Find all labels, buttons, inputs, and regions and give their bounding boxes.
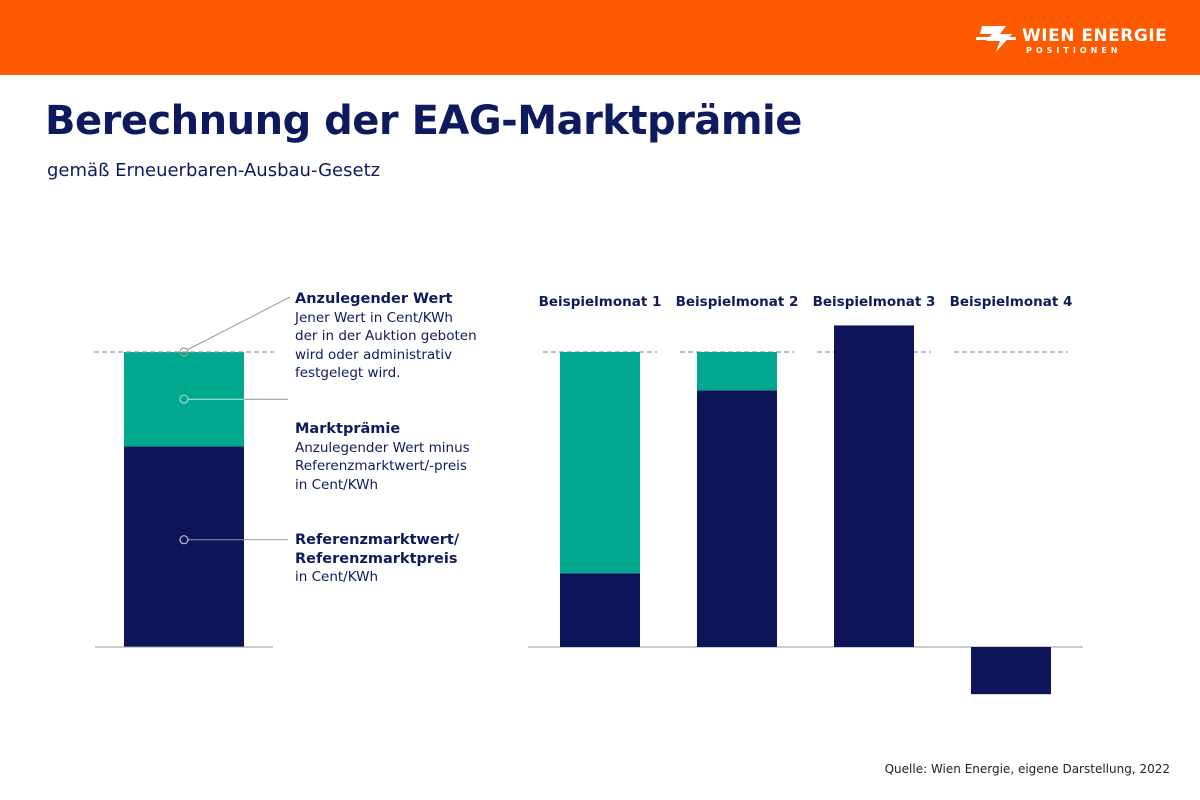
explain-referenz-bar: [124, 446, 244, 647]
annotation-line: Jener Wert in Cent/KWh: [295, 309, 453, 326]
annotation-line: wird oder administrativ: [295, 346, 453, 363]
annotation-line: festgelegt wird.: [295, 365, 401, 381]
annotation-line: in Cent/KWh: [295, 476, 379, 493]
logo-name: WIEN ENERGIE: [1022, 26, 1168, 46]
wien-energie-logo: WIEN ENERGIE POSITIONEN: [976, 24, 1167, 58]
annotation-heading: Marktprämie: [295, 421, 401, 437]
annotation-heading: Anzulegender Wert: [295, 291, 453, 307]
annotation-line: in Cent/KWh: [295, 569, 379, 585]
referenz-marker-icon: [179, 535, 189, 545]
example-category-label: Beispielmonat 4: [950, 294, 1073, 310]
annotation-anzulegender-wert: Anzulegender Wert Jener Wert in Cent/KWh…: [295, 290, 495, 383]
annotation-heading: Referenzmarktwert/: [295, 532, 460, 548]
example-2-marktpraemie-bar: [697, 352, 777, 391]
anzulegender-leader-line: [186, 296, 291, 351]
example-category-label: Beispielmonat 3: [813, 294, 936, 310]
example-1-marktpraemie-bar: [560, 352, 640, 574]
logo-mark-icon: [976, 26, 1016, 52]
logo-subtitle: POSITIONEN: [1026, 46, 1122, 55]
annotation-line: Referenzmarktwert/-preis: [295, 458, 467, 474]
example-category-label: Beispielmonat 1: [539, 294, 662, 310]
example-4-referenz-bar: [971, 647, 1051, 695]
example-category-label: Beispielmonat 2: [676, 294, 799, 310]
source-note: Quelle: Wien Energie, eigene Darstellung…: [884, 762, 1170, 776]
anzulegender-marker-icon: [179, 347, 189, 357]
example-1-referenz-bar: [560, 573, 640, 647]
page-subtitle: gemäß Erneuerbaren-Ausbau-Gesetz: [47, 160, 381, 181]
example-3-referenz-bar: [834, 325, 914, 647]
example-2-referenz-bar: [697, 390, 777, 647]
annotation-referenzmarktwert: Referenzmarktwert/ Referenzmarktpreis in…: [295, 531, 495, 587]
annotation-heading: Referenzmarktpreis: [295, 550, 458, 567]
page-title: Berechnung der EAG-Marktprämie: [45, 98, 802, 144]
annotation-line: der in der Auktion geboten: [295, 328, 477, 344]
header-bar: WIEN ENERGIE POSITIONEN: [0, 0, 1200, 75]
annotation-line: Anzulegender Wert minus: [295, 439, 470, 456]
marktpraemie-marker-icon: [179, 394, 189, 404]
annotation-marktpraemie: Marktprämie Anzulegender Wert minus Refe…: [295, 420, 495, 494]
